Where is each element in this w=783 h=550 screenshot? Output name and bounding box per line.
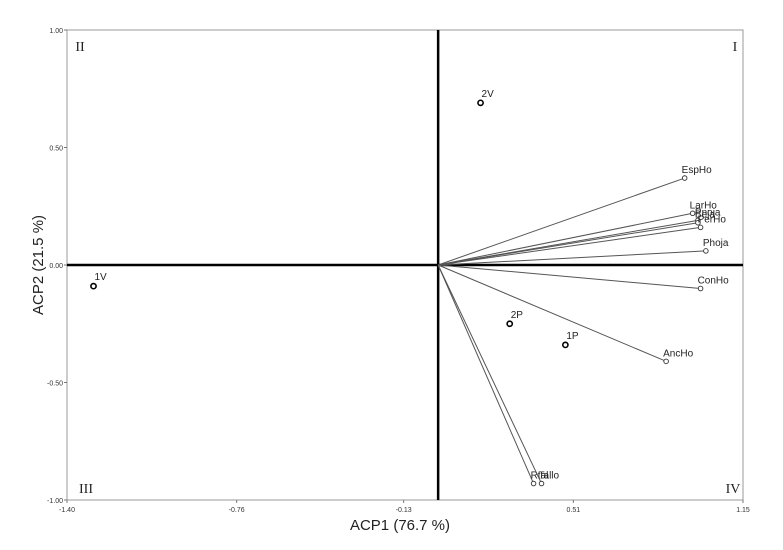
y-tick-label: -0.50 [47, 381, 63, 388]
quadrant-label-i: I [733, 40, 738, 55]
x-tick-label: -0.13 [396, 507, 412, 514]
variable-vector-tip [538, 480, 545, 487]
variable-vector [438, 212, 693, 266]
y-tick-label: 0.50 [49, 146, 63, 153]
x-tick-label: 1.15 [736, 507, 750, 514]
variable-vector-tip [530, 480, 537, 487]
variable-vector-tip [689, 210, 696, 217]
variable-vector-tip [703, 248, 709, 254]
observation-label: 2P [511, 310, 524, 321]
x-tick-label: -1.40 [59, 507, 75, 514]
variable-label: Tallo [539, 471, 560, 482]
variable-vector [438, 264, 701, 289]
quadrant-label-iii: III [79, 482, 93, 497]
variable-vector-tip [695, 219, 701, 226]
y-tick-label: 0.00 [49, 263, 63, 270]
variable-vector-tip [697, 285, 704, 292]
variable-label: ConHo [698, 276, 730, 287]
quadrant-label-iv: IV [726, 482, 741, 497]
variable-vector [437, 264, 667, 362]
observation-label: 1P [566, 331, 579, 342]
variable-label: Pnoja [695, 207, 721, 218]
variable-label: EspHo [682, 165, 712, 176]
variable-vector [437, 177, 685, 266]
quadrant-label-ii: II [75, 40, 85, 55]
variable-label: PerHo [698, 214, 727, 225]
y-tick-label: -1.00 [47, 498, 63, 505]
x-tick-label: 0.51 [567, 507, 581, 514]
observation-point [90, 282, 97, 290]
variable-label: Beja [695, 210, 715, 221]
observation-point [561, 341, 569, 349]
y-axis-title: ACP2 (21.5 %) [30, 215, 47, 315]
variable-vector [437, 264, 542, 484]
variable-vector [438, 222, 699, 266]
y-tick-label: 1.00 [49, 28, 63, 35]
x-tick-label: -0.76 [229, 507, 245, 514]
variable-label: LarHo [690, 200, 718, 211]
observation-points: 2V 1V 2P 1P [90, 89, 579, 349]
observation-label: 2V [482, 89, 495, 100]
variable-label: Rtal [531, 471, 549, 482]
variable-vector [437, 264, 535, 484]
observation-label: 1V [95, 272, 108, 283]
variable-vector-tip [681, 175, 688, 181]
variable-vector [438, 226, 701, 266]
observation-point [506, 320, 514, 328]
variable-vector-tip [697, 224, 704, 231]
observation-point [477, 99, 484, 107]
variable-vector-tip [663, 358, 669, 365]
variable-vector [438, 250, 706, 266]
variable-label: AncHo [663, 348, 693, 359]
variable-label: Phoja [703, 238, 729, 249]
x-axis-title: ACP1 (76.7 %) [350, 517, 450, 534]
